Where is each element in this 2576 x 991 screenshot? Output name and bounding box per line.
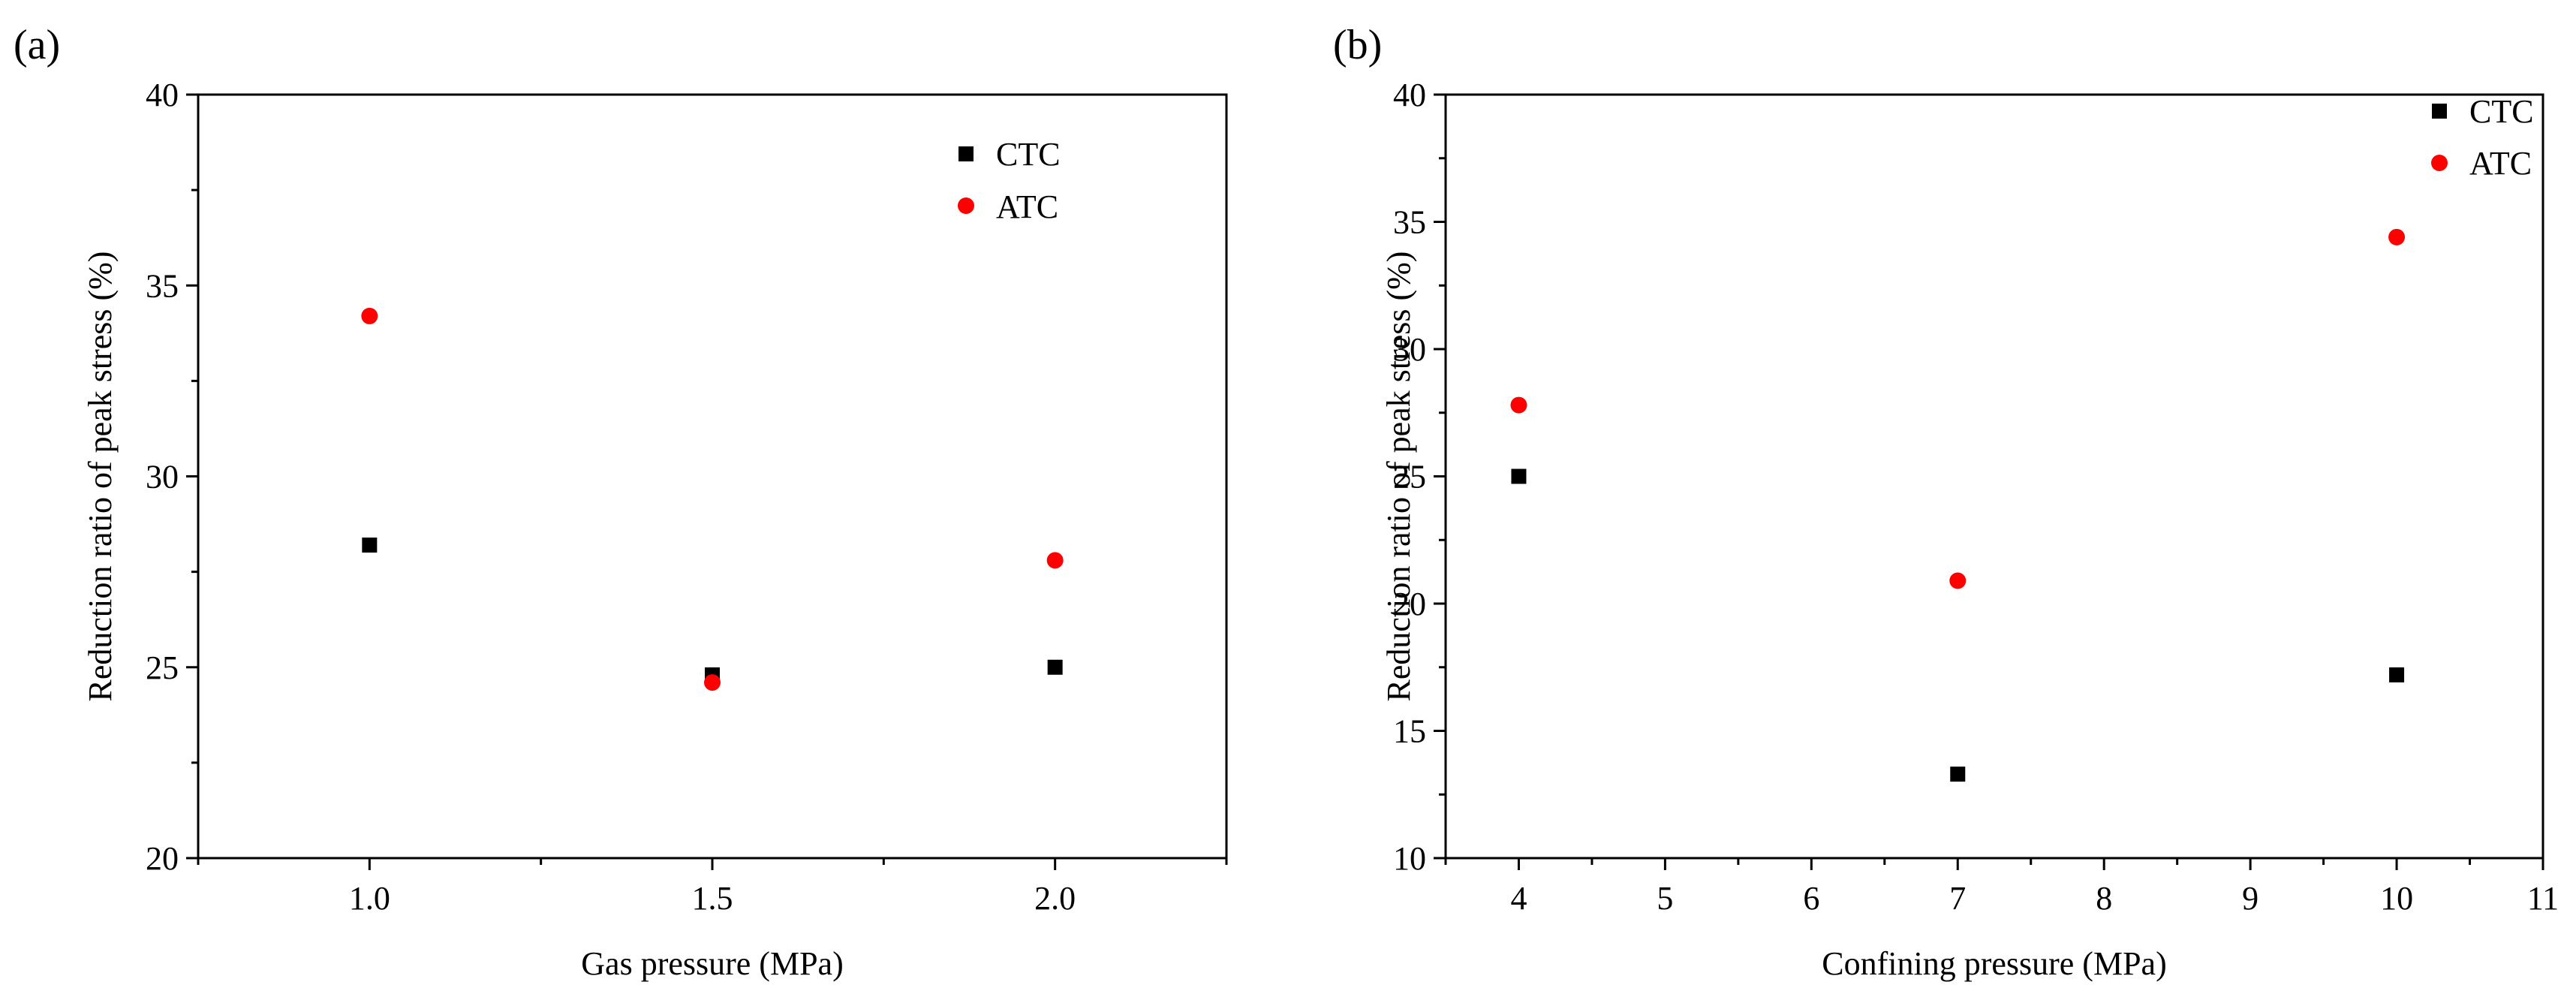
panel-a-y-tick-label: 40 [146,77,179,113]
panel-b-y-tick-label: 35 [1393,204,1426,241]
panel-b-x-tick-label: 5 [1657,880,1673,917]
panel-b-x-tick-label: 8 [2096,880,2112,917]
panel-a-atc-point [361,307,378,324]
panel-b-y-axis-label: Reduction ratio of peak stress (%) [1380,252,1417,702]
panel-b-legend: CTC ATC [2431,93,2534,182]
panel-b-x-tick-label: 10 [2380,880,2413,917]
panel-b-plot-frame [1444,93,2544,860]
panel-b-atc-point [1949,572,1967,589]
panel-b-x-tick-label: 4 [1510,880,1527,917]
panel-b: (b) 4 5 6 7 8 9 10 11 10 15 20 25 30 35 40 Confining … [1333,22,2559,982]
panel-b-legend-label-atc: ATC [2469,145,2532,182]
panel-b-ctc-point [2389,667,2405,682]
panel-b-y-axis: 10 15 20 25 30 35 40 [1393,77,1446,877]
panel-a-x-tick-label: 1.5 [692,880,733,917]
panel-a-plot-frame [197,93,1228,860]
panel-a-legend: CTC ATC [958,136,1061,225]
panel-a-legend-label-ctc: CTC [996,136,1061,173]
panel-b-y-tick-label: 40 [1393,77,1426,113]
panel-b-x-tick-label: 7 [1949,880,1966,917]
panel-a-x-tick-label: 1.0 [349,880,390,917]
panel-b-y-tick-label: 25 [1393,459,1426,496]
panel-b-x-tick-label: 9 [2242,880,2259,917]
panel-b-y-tick-label: 10 [1393,840,1426,877]
panel-a-x-tick-label: 2.0 [1034,880,1076,917]
panel-b-y-tick-label: 20 [1393,586,1426,622]
panel-b-y-tick-label: 15 [1393,713,1426,750]
panel-a-y-axis-label: Reduction ratio of peak stress (%) [82,252,119,702]
panel-a-x-axis-label: Gas pressure (MPa) [581,945,843,982]
panel-a: (a) 1.0 1.5 2.0 20 25 30 35 40 Gas pressure (M… [14,22,1228,982]
panel-b-atc-point [2388,228,2406,245]
panel-b-x-tick-label: 6 [1803,880,1819,917]
panel-a-y-tick-label: 30 [146,459,179,496]
panel-b-legend-label-ctc: CTC [2469,93,2534,130]
panel-a-ctc-point [362,538,378,553]
panel-a-x-axis: 1.0 1.5 2.0 [197,858,1228,917]
panel-b-data-points [1510,228,2406,782]
panel-a-y-tick-label: 20 [146,840,179,877]
panel-b-x-axis: 4 5 6 7 8 9 10 11 [1444,858,2559,917]
panel-b-ctc-point [1950,767,1966,782]
panel-a-y-tick-label: 25 [146,649,179,686]
panel-a-legend-swatch-ctc [958,146,974,161]
panel-b-ctc-point [1511,468,1527,484]
panel-a-atc-point [704,674,721,691]
panel-a-ctc-point [1047,659,1063,675]
panel-a-label: (a) [14,22,60,68]
panel-b-label: (b) [1333,22,1382,68]
panel-a-y-tick-label: 35 [146,267,179,304]
panel-a-data-points [361,307,1064,691]
panel-a-legend-label-atc: ATC [996,188,1058,225]
panel-a-legend-swatch-atc [958,197,974,214]
panel-a-y-axis: 20 25 30 35 40 [146,77,198,877]
panel-b-legend-swatch-atc [2431,155,2448,171]
panel-b-y-tick-label: 30 [1393,331,1426,368]
panel-b-legend-swatch-ctc [2432,104,2447,119]
panel-b-x-tick-label: 11 [2527,880,2559,917]
panel-b-x-axis-label: Confining pressure (MPa) [1822,945,2167,982]
panel-a-atc-point [1046,552,1064,569]
panel-b-atc-point [1510,396,1527,414]
